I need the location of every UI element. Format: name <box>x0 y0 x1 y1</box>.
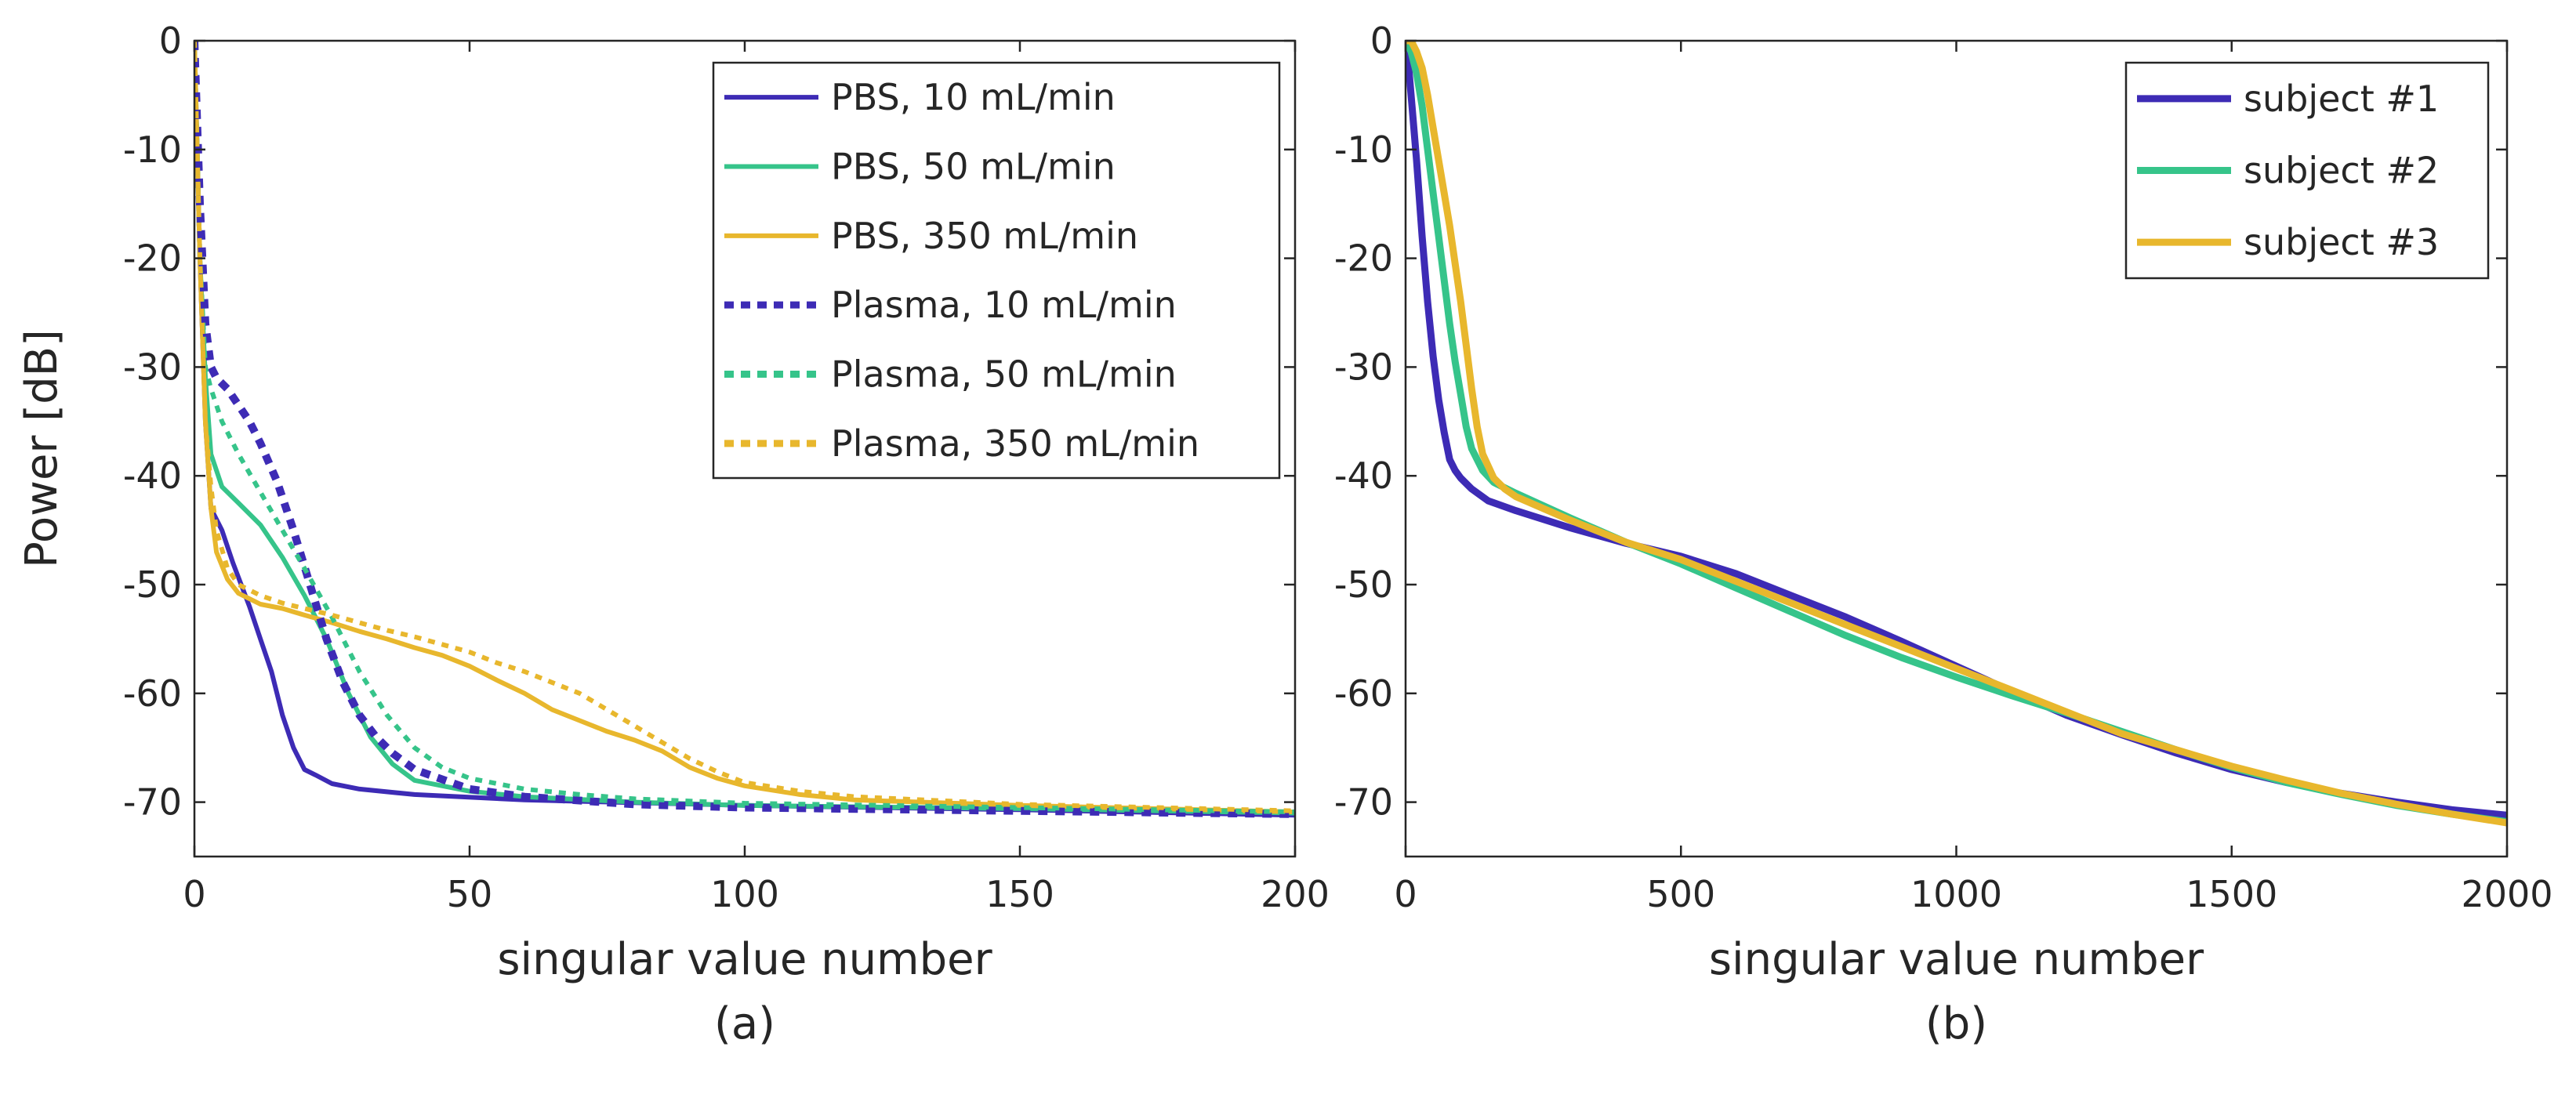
panel-b: 0 500 1000 1500 2000 0 -10 -20 -30 -40 -50 -60 -70 si… <box>1334 20 2553 1049</box>
y-tick-label: -10 <box>1334 129 1393 171</box>
y-tick-label: -50 <box>123 563 182 606</box>
y-tick-label: -10 <box>123 129 182 171</box>
legend-label-2: PBS, 50 mL/min <box>831 146 1116 188</box>
series-group <box>1406 41 2507 827</box>
legend-label-3: PBS, 350 mL/min <box>831 215 1138 257</box>
y-tick-label: -30 <box>123 346 182 388</box>
legend: PBS, 10 mL/min PBS, 50 mL/min PBS, 350 mL/… <box>712 61 1281 480</box>
legend: subject #1 subject #2 subject #3 <box>2124 61 2490 280</box>
panel-caption: (a) <box>714 998 775 1049</box>
panel-a: 0 50 100 150 200 0 -10 -20 -30 -40 -50 -60 -70 singul… <box>16 20 1330 1049</box>
x-tick-label: 50 <box>447 873 493 915</box>
series-group <box>194 41 1295 818</box>
legend-label-1: subject #1 <box>2244 78 2439 120</box>
x-tick-label: 100 <box>710 873 779 915</box>
y-tick-label: 0 <box>1370 20 1393 62</box>
y-tick-label: -30 <box>1334 346 1393 388</box>
legend-label-6: Plasma, 350 mL/min <box>831 422 1199 465</box>
y-tick-label: -40 <box>123 455 182 497</box>
y-tick-label: -20 <box>123 237 182 280</box>
y-tick-label: -60 <box>1334 672 1393 715</box>
x-tick-label: 150 <box>985 873 1054 915</box>
series-line-3 <box>1406 41 2507 827</box>
series-line-3 <box>194 41 1295 815</box>
x-axis-label: singular value number <box>497 934 992 985</box>
panel-caption: (b) <box>1925 998 1987 1049</box>
x-tick-label: 2000 <box>2461 873 2552 915</box>
y-tick-label: -70 <box>123 781 182 824</box>
y-tick-label: -50 <box>1334 563 1393 606</box>
series-line-5 <box>194 41 1295 815</box>
x-tick-label: 0 <box>183 873 205 915</box>
y-tick-label: -20 <box>1334 237 1393 280</box>
x-tick-label: 200 <box>1261 873 1330 915</box>
series-line-4 <box>194 41 1295 818</box>
legend-label-1: PBS, 10 mL/min <box>831 76 1116 118</box>
legend-box <box>712 61 1281 480</box>
y-tick-label: -60 <box>123 672 182 715</box>
y-tick-label: 0 <box>159 20 182 62</box>
x-tick-label: 0 <box>1394 873 1417 915</box>
x-tick-label: 1000 <box>1910 873 2002 915</box>
legend-label-4: Plasma, 10 mL/min <box>831 284 1177 326</box>
y-axis-label: Power [dB] <box>16 329 67 568</box>
legend-label-2: subject #2 <box>2244 150 2439 192</box>
legend-label-5: Plasma, 50 mL/min <box>831 353 1177 396</box>
legend-label-3: subject #3 <box>2244 221 2439 263</box>
x-tick-label: 1500 <box>2186 873 2277 915</box>
x-axis-label: singular value number <box>1709 934 2204 985</box>
x-tick-label: 500 <box>1646 873 1715 915</box>
y-tick-label: -70 <box>1334 781 1393 824</box>
series-line-6 <box>194 41 1295 813</box>
y-tick-label: -40 <box>1334 455 1393 497</box>
